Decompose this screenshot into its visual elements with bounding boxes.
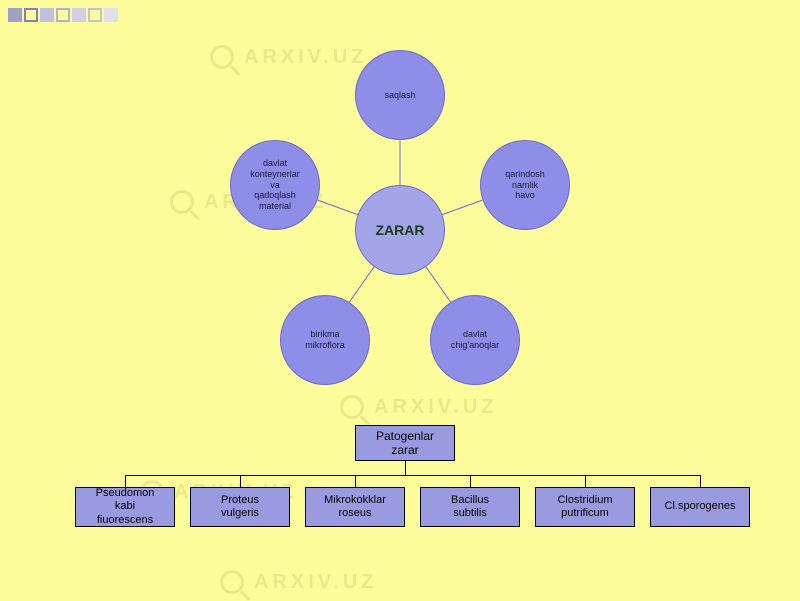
radial-connector — [400, 141, 401, 186]
deco-square — [24, 8, 38, 22]
tree-connector — [355, 475, 356, 487]
radial-connector — [349, 265, 376, 302]
tree-leaf-label: Clostridium putrificum — [557, 494, 612, 520]
radial-connector — [318, 200, 361, 216]
radial-node-qarindosh: qarindosh namlik havo — [480, 140, 570, 230]
tree-connector — [585, 475, 586, 487]
radial-connector — [440, 200, 483, 216]
deco-square — [56, 8, 70, 22]
radial-node-saqlash: saqlash — [355, 50, 445, 140]
tree-root: Patogenlar zarar — [355, 425, 455, 461]
deco-square — [104, 8, 118, 22]
radial-node-label: birikma mikroflora — [305, 329, 345, 351]
tree-leaf-label: Bacillus subtilis — [451, 494, 489, 520]
tree-leaf-mikrokokklar: Mikrokokklar roseus — [305, 487, 405, 527]
tree-connector — [470, 475, 471, 487]
magnifier-icon — [220, 570, 244, 594]
tree-connector — [405, 461, 406, 475]
tree-connector — [240, 475, 241, 487]
radial-node-mikroflora: birikma mikroflora — [280, 295, 370, 385]
tree-connector — [700, 475, 701, 487]
tree-root-label: Patogenlar zarar — [376, 429, 434, 458]
deco-square — [88, 8, 102, 22]
watermark-text: ARXIV.UZ — [254, 571, 378, 594]
tree-leaf-label: Pseudomon kabi fiuorescens — [96, 487, 155, 527]
radial-node-label: davlat chig'anoqlar — [451, 329, 499, 351]
radial-center: ZARAR — [355, 185, 445, 275]
deco-square — [8, 8, 22, 22]
radial-node-label: davlat konteynerlar va qadoqlash materia… — [250, 158, 300, 212]
tree-leaf-pseudomon: Pseudomon kabi fiuorescens — [75, 487, 175, 527]
tree-leaf-sporogenes: Cl.sporogenes — [650, 487, 750, 527]
radial-node-chiganoqlar: davlat chig'anoqlar — [430, 295, 520, 385]
tree-leaf-label: Cl.sporogenes — [665, 500, 736, 513]
tree-leaf-label: Proteus vulgeris — [221, 494, 259, 520]
deco-square — [72, 8, 86, 22]
tree-leaf-bacillus: Bacillus subtilis — [420, 487, 520, 527]
tree-leaf-clostridium: Clostridium putrificum — [535, 487, 635, 527]
radial-diagram: ZARAR saqlash qarindosh namlik havo davl… — [0, 30, 800, 430]
deco-square — [40, 8, 54, 22]
tree-connector — [125, 475, 700, 476]
radial-node-label: qarindosh namlik havo — [505, 169, 545, 201]
top-decoration — [8, 8, 118, 22]
radial-node-konteynerlar: davlat konteynerlar va qadoqlash materia… — [230, 140, 320, 230]
watermark: ARXIV.UZ — [220, 570, 378, 594]
radial-center-label: ZARAR — [376, 222, 425, 238]
tree-leaf-proteus: Proteus vulgeris — [190, 487, 290, 527]
tree-leaf-label: Mikrokokklar roseus — [324, 494, 386, 520]
radial-connector — [425, 265, 452, 302]
radial-node-label: saqlash — [384, 90, 415, 101]
tree-connector — [125, 475, 126, 487]
